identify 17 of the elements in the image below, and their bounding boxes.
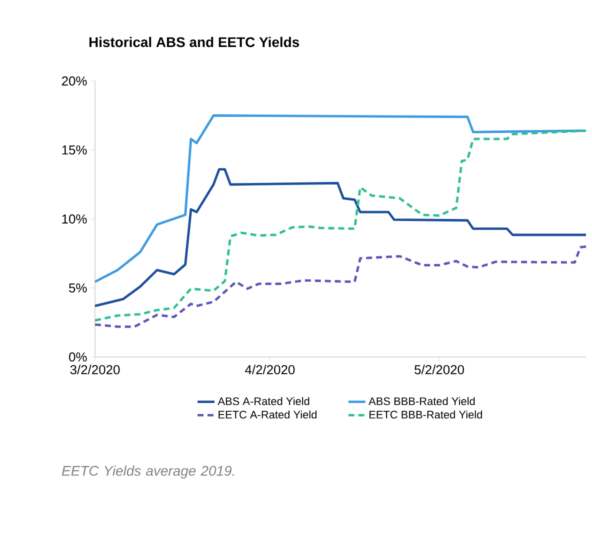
y-tick-label: 20%	[62, 76, 87, 86]
y-tick-label: 0%	[69, 352, 87, 362]
legend-label: EETC A-Rated Yield	[218, 410, 316, 419]
line-series	[94, 129, 588, 322]
x-tick-label: 3/2/2020	[70, 364, 120, 374]
legend-label: ABS BBB-Rated Yield	[368, 397, 475, 406]
line-series	[94, 245, 588, 328]
legend-label: ABS A-Rated Yield	[218, 397, 310, 406]
x-tick-label: 5/2/2020	[414, 364, 464, 374]
y-tick-label: 5%	[69, 283, 87, 293]
legend-label: EETC BBB-Rated Yield	[369, 410, 482, 419]
line-series	[94, 168, 588, 308]
text: EETC Yields average 2019.	[62, 466, 234, 479]
x-tick-label: 4/2/2020	[245, 364, 295, 374]
y-tick-label: 15%	[62, 145, 87, 155]
chart-title: Historical ABS and EETC Yields	[89, 36, 300, 48]
y-tick-label: 10%	[62, 214, 87, 224]
